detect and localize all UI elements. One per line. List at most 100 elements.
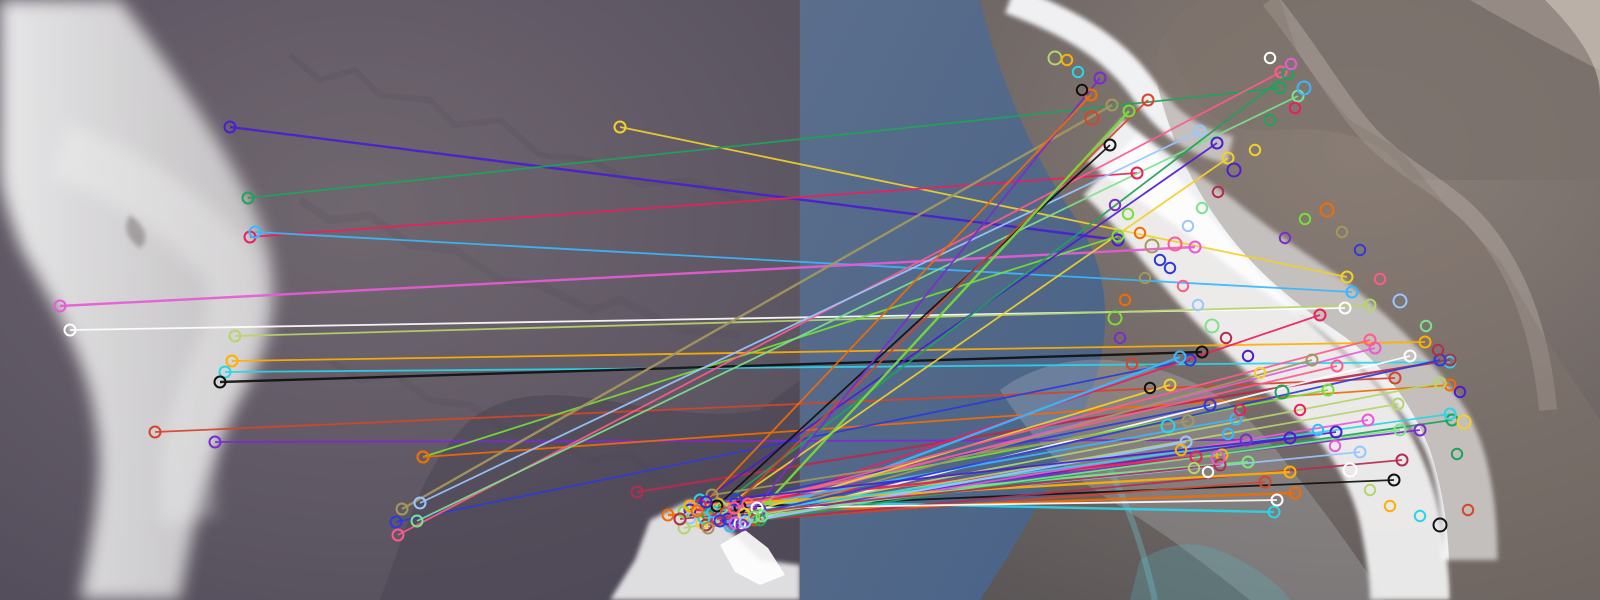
match-line	[744, 382, 1441, 517]
keypoint-ring	[1210, 136, 1224, 150]
keypoint-ring	[1278, 231, 1292, 245]
keypoint-ring	[1288, 486, 1302, 500]
keypoint-ring	[1160, 418, 1176, 434]
keypoint-ring	[1267, 505, 1281, 519]
keypoint-ring	[613, 120, 627, 134]
keypoint-ring	[241, 191, 255, 205]
keypoint-ring	[148, 425, 162, 439]
match-line	[725, 99, 1149, 514]
keypoint-ring	[1388, 371, 1402, 385]
keypoint-ring	[1176, 279, 1190, 293]
keypoint-ring	[1118, 293, 1132, 307]
keypoint-ring	[1274, 384, 1290, 400]
keypoint-ring	[1413, 509, 1427, 523]
match-line	[729, 355, 1181, 528]
keypoint-ring	[1361, 413, 1375, 427]
match-line	[229, 125, 1119, 242]
keypoint-ring	[1144, 238, 1160, 254]
keypoint-ring	[1103, 138, 1117, 152]
keypoint-ring	[1419, 319, 1433, 333]
keypoint-ring	[1270, 493, 1284, 507]
keypoint-ring	[1241, 349, 1255, 363]
keypoint-ring	[710, 499, 724, 513]
keypoint-ring	[1329, 425, 1343, 439]
keypoint-ring	[1174, 443, 1188, 457]
keypoint-ring	[1392, 293, 1408, 309]
keypoint-ring	[1342, 462, 1358, 478]
keypoint-ring	[1263, 113, 1277, 127]
keypoint-ring	[248, 225, 262, 239]
keypoint-ring	[735, 518, 749, 532]
keypoint-ring	[1075, 83, 1089, 97]
keypoint-ring	[1093, 71, 1107, 85]
keypoint-ring	[673, 512, 687, 526]
match-line	[683, 389, 1329, 513]
keypoint-ring	[1226, 162, 1242, 178]
keypoint-ring	[1283, 465, 1297, 479]
keypoint-ring	[1125, 357, 1139, 371]
keypoint-ring	[1373, 272, 1387, 286]
keypoint-ring	[729, 493, 743, 507]
keypoint-ring	[1338, 301, 1352, 315]
keypoint-ring	[1167, 236, 1183, 252]
match-line	[689, 142, 1218, 511]
keypoint-ring	[1130, 166, 1144, 180]
keypoint-ring	[630, 485, 644, 499]
match-line	[696, 94, 1092, 512]
keypoint-ring	[1393, 423, 1407, 437]
keypoint-ring	[721, 512, 735, 526]
keypoint-ring	[1219, 331, 1233, 345]
keypoint-ring	[1340, 270, 1354, 284]
keypoint-ring	[738, 515, 752, 529]
match-line	[154, 377, 1396, 433]
match-line	[679, 464, 1221, 520]
keypoint-ring	[225, 354, 239, 368]
match-line	[735, 404, 1211, 501]
match-line	[416, 95, 1299, 522]
keypoint-ring	[1453, 385, 1467, 399]
keypoint-ring	[1461, 503, 1475, 517]
keypoint-ring	[1122, 104, 1136, 118]
keypoint-ring	[410, 514, 424, 528]
match-line	[224, 361, 1451, 373]
keypoint-ring	[1363, 483, 1377, 497]
match-line	[719, 359, 1441, 522]
keypoint-ring	[1163, 378, 1177, 392]
keypoint-ring	[727, 501, 741, 515]
keypoint-ring	[1111, 229, 1125, 243]
keypoint-ring	[1111, 233, 1125, 247]
keypoint-ring	[389, 515, 403, 529]
keypoint-ring	[1288, 101, 1302, 115]
keypoint-ring	[683, 503, 697, 517]
keypoint-ring	[416, 450, 430, 464]
match-line	[756, 499, 1278, 509]
keypoint-ring	[733, 500, 747, 514]
match-line	[619, 126, 1348, 278]
keypoint-ring	[1233, 403, 1247, 417]
left-aerial-view	[0, 0, 800, 600]
keypoint-rings	[53, 50, 1475, 542]
match-line	[59, 245, 1196, 308]
match-line	[733, 339, 1371, 509]
keypoint-ring	[1195, 201, 1209, 215]
match-line	[754, 481, 1266, 521]
match-line	[761, 429, 1401, 517]
keypoint-ring	[1433, 376, 1447, 390]
keypoint-ring	[1138, 271, 1152, 285]
keypoint-ring	[1107, 310, 1123, 326]
keypoint-ring	[1353, 243, 1367, 257]
keypoint-ring	[1284, 57, 1298, 71]
match-line	[712, 418, 1237, 513]
keypoint-ring	[1383, 499, 1397, 513]
keypoint-ring	[1305, 353, 1319, 367]
keypoint-ring	[1181, 219, 1195, 233]
keypoint-ring	[395, 502, 409, 516]
keypoint-ring	[1413, 423, 1427, 437]
match-line	[705, 459, 1403, 526]
match-line	[419, 130, 1201, 504]
keypoint-ring	[1330, 359, 1344, 373]
match-line	[707, 73, 1289, 516]
keypoint-ring	[1311, 423, 1325, 437]
keypoint-ring	[1221, 427, 1235, 441]
keypoint-ring	[1213, 458, 1227, 472]
